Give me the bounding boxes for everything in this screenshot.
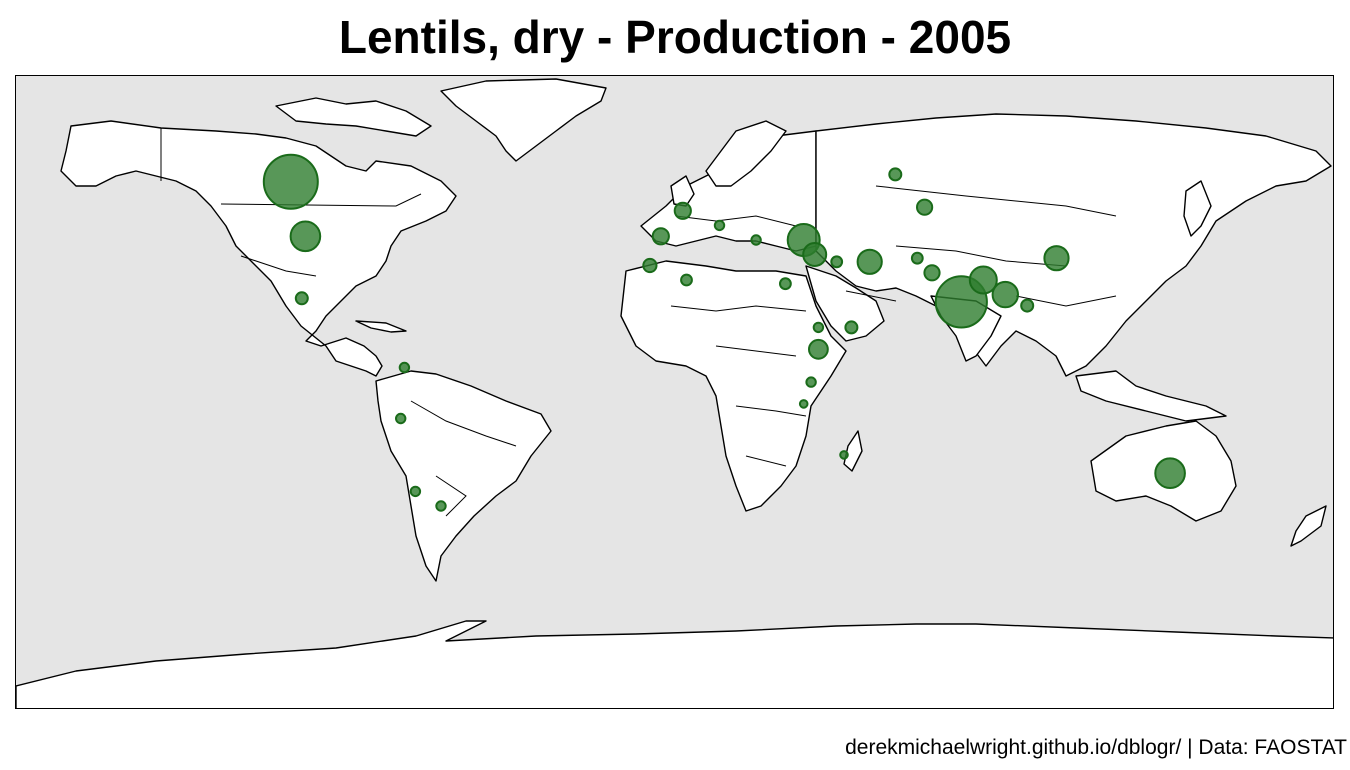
bubble-iraq	[830, 255, 844, 269]
land-japan	[1183, 180, 1212, 237]
bubble-russia	[888, 167, 903, 182]
land-masses	[16, 78, 1333, 708]
bubble-australia	[1154, 457, 1186, 490]
bubble-chile	[409, 485, 422, 498]
bubble-myanmar	[1020, 298, 1035, 313]
bubble-afghanistan	[910, 251, 924, 265]
land-british-isles	[670, 175, 695, 207]
land-arabia	[805, 265, 885, 342]
bubble-morocco	[642, 257, 658, 274]
land-caribbean	[355, 320, 407, 333]
bubble-madagascar	[839, 450, 849, 460]
bubble-eritrea	[812, 321, 825, 334]
bubble-mexico	[294, 291, 309, 306]
land-south-america	[375, 370, 552, 582]
bubble-kenya	[805, 376, 817, 388]
land-greenland	[440, 78, 607, 162]
bubble-bangladesh	[991, 280, 1019, 309]
bubble-kazakhstan	[916, 198, 934, 216]
land-sea-islands	[1075, 370, 1227, 422]
map-caption: derekmichaelwright.github.io/dblogr/ | D…	[845, 736, 1347, 759]
bubble-egypt	[779, 277, 792, 291]
world-map	[16, 78, 1333, 708]
bubble-iran	[856, 248, 883, 275]
land-asia	[815, 113, 1332, 377]
bubble-pakistan	[923, 264, 941, 282]
bubble-italy	[713, 219, 726, 232]
bubble-argentina	[435, 500, 447, 512]
map-panel	[15, 75, 1334, 709]
land-north-america	[60, 120, 457, 377]
bubble-algeria	[680, 273, 693, 287]
bubble-china	[1043, 245, 1070, 272]
land-africa	[620, 260, 847, 512]
land-arctic-islands	[275, 97, 432, 137]
bubble-canada	[262, 153, 319, 210]
bubble-colombia	[398, 361, 411, 374]
land-new-zealand	[1290, 505, 1327, 547]
bubble-spain	[651, 227, 670, 246]
bubble-peru	[395, 412, 407, 425]
land-antarctica	[16, 620, 1333, 708]
land-madagascar	[843, 430, 863, 472]
map-title: Lentils, dry - Production - 2005	[338, 11, 1012, 63]
bubble-syria	[802, 242, 828, 267]
production-bubbles	[262, 153, 1186, 512]
bubble-united-states	[289, 220, 322, 253]
bubble-tanzania	[798, 399, 809, 409]
bubble-greece	[750, 234, 762, 246]
bubble-ethiopia	[808, 338, 829, 360]
bubble-france	[673, 201, 692, 220]
bubble-yemen	[844, 320, 859, 335]
land-scandinavia	[705, 120, 787, 187]
bubble-nepal	[968, 265, 998, 295]
